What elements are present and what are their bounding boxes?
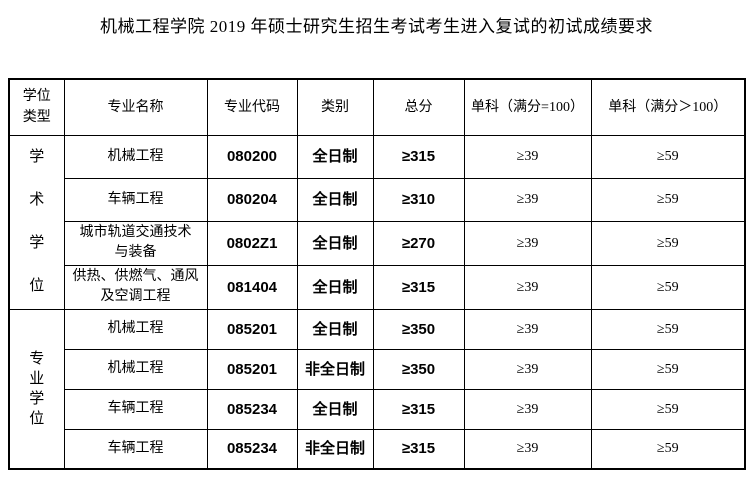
cell-category: 全日制 (296, 388, 374, 430)
header-category: 类别 (296, 78, 374, 136)
cell-total-score: ≥350 (372, 348, 465, 390)
header-single-over-100: 单科（满分＞100） (590, 78, 746, 136)
cell-major-code: 085234 (206, 428, 298, 470)
cell-total-score: ≥315 (372, 388, 465, 430)
cell-major-code: 080204 (206, 177, 298, 222)
cell-major-code: 085201 (206, 348, 298, 390)
header-degree-type: 学位 类型 (8, 78, 65, 136)
cell-total-score: ≥310 (372, 177, 465, 222)
cell-single-full-100: ≥39 (463, 220, 592, 266)
cell-single-over-100: ≥59 (590, 177, 746, 222)
cell-category: 全日制 (296, 177, 374, 222)
cell-major-name: 车辆工程 (63, 428, 208, 470)
table-row-academic-2: 车辆工程 080204 全日制 ≥310 ≥39 ≥59 (9, 177, 746, 222)
cell-major-name: 车辆工程 (63, 388, 208, 430)
cell-single-over-100: ≥59 (590, 388, 746, 430)
header-major-name: 专业名称 (63, 78, 208, 136)
cell-single-full-100: ≥39 (463, 264, 592, 310)
table-row-academic-1: 学 术 学 位 机械工程 080200 全日制 ≥315 ≥39 ≥59 (8, 134, 746, 310)
cell-category: 全日制 (296, 220, 374, 266)
header-total-score: 总分 (372, 78, 465, 136)
cell-major-name: 城市轨道交通技术 与装备 (63, 220, 208, 266)
cell-major-code: 0802Z1 (206, 220, 298, 266)
cell-single-over-100: ≥59 (590, 134, 746, 179)
cell-total-score: ≥315 (372, 134, 465, 179)
section-label-academic-degree: 学 术 学 位 (8, 134, 65, 310)
score-requirements-table: 学位 类型 专业名称 专业代码 类别 总分 单科（满分=100） 单科（满分＞1… (8, 78, 746, 470)
cell-category: 全日制 (296, 264, 374, 310)
cell-major-code: 085201 (206, 308, 298, 350)
cell-major-name: 机械工程 (63, 308, 208, 350)
section-label-professional-degree: 专 业 学 位 (8, 308, 65, 470)
cell-total-score: ≥315 (372, 264, 465, 310)
cell-total-score: ≥350 (372, 308, 465, 350)
cell-major-name: 供热、供燃气、通风 及空调工程 (63, 264, 208, 310)
cell-major-name: 机械工程 (63, 348, 208, 390)
cell-total-score: ≥270 (372, 220, 465, 266)
cell-single-full-100: ≥39 (463, 177, 592, 222)
cell-major-name: 机械工程 (63, 134, 208, 179)
table-row-academic-4: 供热、供燃气、通风 及空调工程 081404 全日制 ≥315 ≥39 ≥59 (9, 264, 746, 310)
cell-category: 非全日制 (296, 428, 374, 470)
page-title: 机械工程学院 2019 年硕士研究生招生考试考生进入复试的初试成绩要求 (100, 17, 653, 36)
cell-major-code: 085234 (206, 388, 298, 430)
table-row-academic-3: 城市轨道交通技术 与装备 0802Z1 全日制 ≥270 ≥39 ≥59 (9, 220, 746, 266)
cell-single-full-100: ≥39 (463, 308, 592, 350)
header-major-code: 专业代码 (206, 78, 298, 136)
table-row-professional-4: 车辆工程 085234 非全日制 ≥315 ≥39 ≥59 (9, 428, 746, 470)
cell-single-over-100: ≥59 (590, 220, 746, 266)
cell-total-score: ≥315 (372, 428, 465, 470)
cell-category: 非全日制 (296, 348, 374, 390)
header-single-full-100: 单科（满分=100） (463, 78, 592, 136)
cell-single-over-100: ≥59 (590, 264, 746, 310)
cell-major-name: 车辆工程 (63, 177, 208, 222)
cell-single-full-100: ≥39 (463, 388, 592, 430)
table-row-professional-3: 车辆工程 085234 全日制 ≥315 ≥39 ≥59 (9, 388, 746, 430)
cell-single-over-100: ≥59 (590, 348, 746, 390)
cell-single-full-100: ≥39 (463, 134, 592, 179)
cell-category: 全日制 (296, 308, 374, 350)
cell-single-over-100: ≥59 (590, 428, 746, 470)
cell-major-code: 080200 (206, 134, 298, 179)
table-header-row: 学位 类型 专业名称 专业代码 类别 总分 单科（满分=100） 单科（满分＞1… (8, 78, 746, 136)
table-row-professional-1: 专 业 学 位 机械工程 085201 全日制 ≥350 ≥39 ≥59 (8, 308, 746, 470)
cell-single-full-100: ≥39 (463, 428, 592, 470)
cell-category: 全日制 (296, 134, 374, 179)
cell-single-over-100: ≥59 (590, 308, 746, 350)
cell-single-full-100: ≥39 (463, 348, 592, 390)
table-row-professional-2: 机械工程 085201 非全日制 ≥350 ≥39 ≥59 (9, 348, 746, 390)
cell-major-code: 081404 (206, 264, 298, 310)
